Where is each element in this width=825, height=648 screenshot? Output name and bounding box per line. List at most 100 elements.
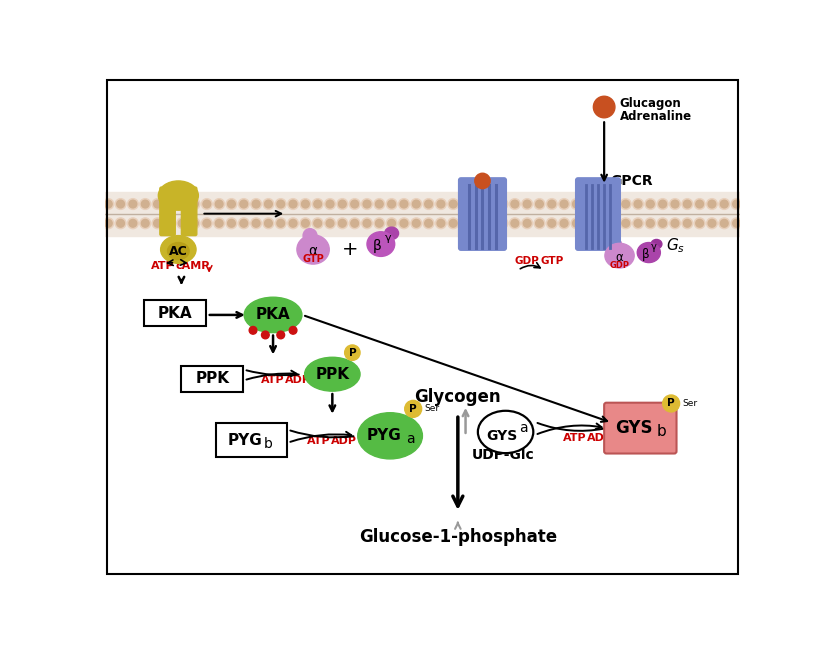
Circle shape	[548, 200, 556, 208]
Circle shape	[337, 199, 347, 209]
Circle shape	[473, 199, 483, 209]
Ellipse shape	[304, 357, 360, 391]
Circle shape	[706, 199, 717, 209]
FancyBboxPatch shape	[576, 178, 620, 250]
Circle shape	[128, 218, 139, 229]
Circle shape	[400, 200, 408, 208]
Circle shape	[338, 220, 346, 227]
Circle shape	[535, 200, 544, 208]
Circle shape	[226, 218, 237, 229]
Circle shape	[634, 200, 642, 208]
Circle shape	[695, 200, 704, 208]
Circle shape	[608, 199, 619, 209]
Text: Glycogen: Glycogen	[414, 388, 501, 406]
Circle shape	[571, 218, 582, 229]
Circle shape	[720, 200, 728, 208]
Circle shape	[189, 218, 200, 229]
FancyBboxPatch shape	[216, 424, 287, 457]
Text: GYS: GYS	[486, 429, 517, 443]
Circle shape	[473, 218, 483, 229]
Circle shape	[719, 199, 729, 209]
Circle shape	[647, 200, 654, 208]
Circle shape	[116, 218, 126, 229]
Circle shape	[374, 199, 384, 209]
Circle shape	[265, 220, 272, 227]
Circle shape	[695, 220, 704, 227]
Circle shape	[290, 200, 297, 208]
Circle shape	[105, 220, 112, 227]
Circle shape	[314, 220, 322, 227]
Ellipse shape	[637, 242, 660, 262]
Circle shape	[559, 218, 569, 229]
Circle shape	[546, 199, 557, 209]
Text: a: a	[406, 432, 414, 446]
Circle shape	[139, 199, 151, 209]
Circle shape	[166, 200, 174, 208]
Circle shape	[620, 218, 631, 229]
Circle shape	[497, 199, 508, 209]
Text: PYG: PYG	[366, 428, 401, 443]
Circle shape	[215, 200, 223, 208]
Circle shape	[571, 199, 582, 209]
Circle shape	[682, 218, 693, 229]
FancyBboxPatch shape	[604, 402, 676, 454]
Circle shape	[474, 200, 482, 208]
Circle shape	[345, 345, 360, 360]
Text: ADP: ADP	[587, 434, 612, 443]
Text: GTP: GTP	[540, 256, 563, 266]
Circle shape	[462, 200, 469, 208]
Ellipse shape	[367, 232, 394, 257]
Circle shape	[405, 400, 422, 417]
Circle shape	[351, 200, 359, 208]
Circle shape	[523, 220, 531, 227]
Circle shape	[164, 218, 175, 229]
Text: Ser: Ser	[682, 399, 697, 408]
Circle shape	[510, 199, 521, 209]
Circle shape	[583, 199, 594, 209]
Ellipse shape	[358, 413, 422, 459]
Circle shape	[400, 220, 408, 227]
Text: ADP: ADP	[285, 375, 311, 385]
Text: P: P	[667, 399, 675, 408]
Circle shape	[276, 199, 286, 209]
Circle shape	[523, 200, 531, 208]
Circle shape	[521, 218, 533, 229]
Circle shape	[263, 218, 274, 229]
Circle shape	[302, 200, 309, 208]
Ellipse shape	[605, 243, 634, 268]
Circle shape	[695, 199, 705, 209]
Circle shape	[487, 200, 494, 208]
Circle shape	[117, 200, 125, 208]
Circle shape	[139, 218, 151, 229]
Circle shape	[487, 220, 494, 227]
Text: b: b	[264, 437, 273, 450]
Circle shape	[622, 200, 629, 208]
Circle shape	[228, 200, 235, 208]
Circle shape	[412, 220, 420, 227]
Circle shape	[585, 220, 592, 227]
Circle shape	[288, 199, 299, 209]
Ellipse shape	[611, 240, 622, 250]
Text: α: α	[309, 244, 318, 258]
Circle shape	[733, 200, 741, 208]
Circle shape	[265, 200, 272, 208]
Circle shape	[398, 218, 409, 229]
Circle shape	[374, 218, 384, 229]
Circle shape	[191, 220, 198, 227]
Circle shape	[706, 218, 717, 229]
Circle shape	[423, 218, 434, 229]
Ellipse shape	[384, 227, 398, 240]
Circle shape	[436, 218, 446, 229]
Circle shape	[497, 218, 508, 229]
Text: P: P	[348, 347, 356, 358]
Circle shape	[411, 199, 422, 209]
Circle shape	[662, 395, 680, 412]
Circle shape	[474, 220, 482, 227]
Text: PPK: PPK	[196, 371, 229, 386]
FancyBboxPatch shape	[182, 365, 243, 392]
Text: ATP: ATP	[563, 434, 587, 443]
Circle shape	[325, 199, 336, 209]
Circle shape	[177, 199, 187, 209]
Text: PPK: PPK	[315, 367, 349, 382]
Circle shape	[608, 218, 619, 229]
